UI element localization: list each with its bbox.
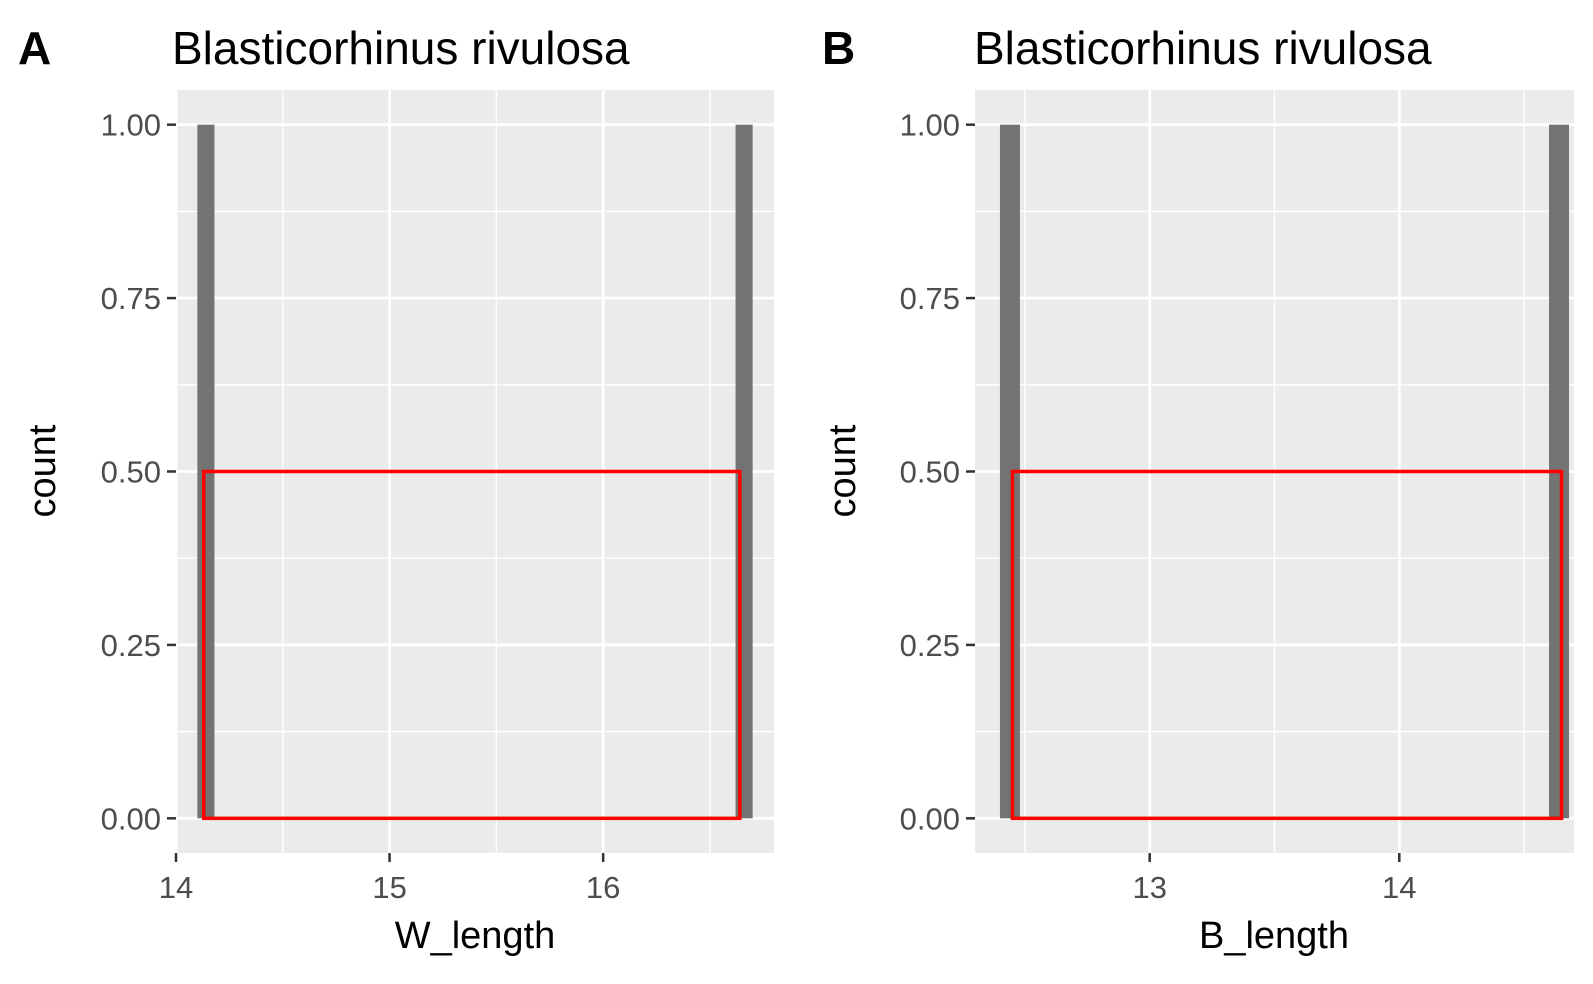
x-tick-label: 14 <box>1382 870 1416 905</box>
x-axis-title: B_length <box>1199 915 1349 957</box>
y-axis-title: count <box>22 424 64 517</box>
x-tick-label: 15 <box>372 870 406 905</box>
x-tick-label: 16 <box>586 870 620 905</box>
chart-title: Blasticorhinus rivulosa <box>974 22 1432 74</box>
y-axis-title: count <box>822 424 864 517</box>
panel-a: A Blasticorhinus rivulosa 0.000.250.500.… <box>18 22 774 957</box>
overlay-rectangle <box>202 469 742 821</box>
axes: 0.00 0.25 0.50 0.75 1.00 14 15 16 <box>101 108 621 905</box>
y-tick-label: 0.25 <box>101 628 161 663</box>
overlay-rectangle <box>1010 469 1564 821</box>
highlight-overlay <box>1010 469 1564 821</box>
axes: 0.00 0.25 0.50 0.75 1.00 13 14 <box>900 108 1417 905</box>
panel-tag: A <box>18 22 51 74</box>
y-tick-label: 1.00 <box>101 108 161 143</box>
x-tick-label: 14 <box>159 870 193 905</box>
highlight-overlay <box>202 469 742 821</box>
y-tick-label: 0.50 <box>900 455 960 490</box>
y-tick-label: 0.75 <box>900 281 960 316</box>
chart-title: Blasticorhinus rivulosa <box>172 22 630 74</box>
y-tick-label: 0.50 <box>101 455 161 490</box>
panel-b: B Blasticorhinus rivulosa 0.000.250.500.… <box>822 22 1574 957</box>
x-axis-title: W_length <box>395 915 556 957</box>
y-tick-label: 0.00 <box>900 801 960 836</box>
x-tick-label: 13 <box>1132 870 1166 905</box>
histogram-bar <box>999 124 1020 819</box>
panel-tag: B <box>822 22 855 74</box>
y-tick-label: 1.00 <box>900 108 960 143</box>
y-tick-label: 0.25 <box>900 628 960 663</box>
y-tick-label: 0.75 <box>101 281 161 316</box>
y-tick-label: 0.00 <box>101 801 161 836</box>
